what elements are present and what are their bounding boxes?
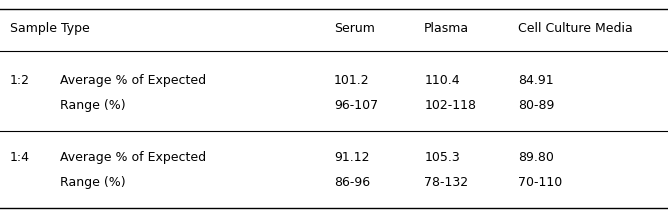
Text: 110.4: 110.4: [424, 74, 460, 87]
Text: 80-89: 80-89: [518, 100, 554, 112]
Text: 101.2: 101.2: [334, 74, 369, 87]
Text: 1:2: 1:2: [10, 74, 30, 87]
Text: 86-96: 86-96: [334, 177, 370, 189]
Text: 96-107: 96-107: [334, 100, 378, 112]
Text: Average % of Expected: Average % of Expected: [60, 74, 206, 87]
Text: Range (%): Range (%): [60, 177, 126, 189]
Text: Range (%): Range (%): [60, 100, 126, 112]
Text: 102-118: 102-118: [424, 100, 476, 112]
Text: 105.3: 105.3: [424, 151, 460, 164]
Text: 70-110: 70-110: [518, 177, 562, 189]
Text: 78-132: 78-132: [424, 177, 468, 189]
Text: Cell Culture Media: Cell Culture Media: [518, 22, 633, 35]
Text: Average % of Expected: Average % of Expected: [60, 151, 206, 164]
Text: 91.12: 91.12: [334, 151, 369, 164]
Text: 84.91: 84.91: [518, 74, 553, 87]
Text: 89.80: 89.80: [518, 151, 554, 164]
Text: Plasma: Plasma: [424, 22, 470, 35]
Text: 1:4: 1:4: [10, 151, 30, 164]
Text: Serum: Serum: [334, 22, 375, 35]
Text: Sample Type: Sample Type: [10, 22, 90, 35]
